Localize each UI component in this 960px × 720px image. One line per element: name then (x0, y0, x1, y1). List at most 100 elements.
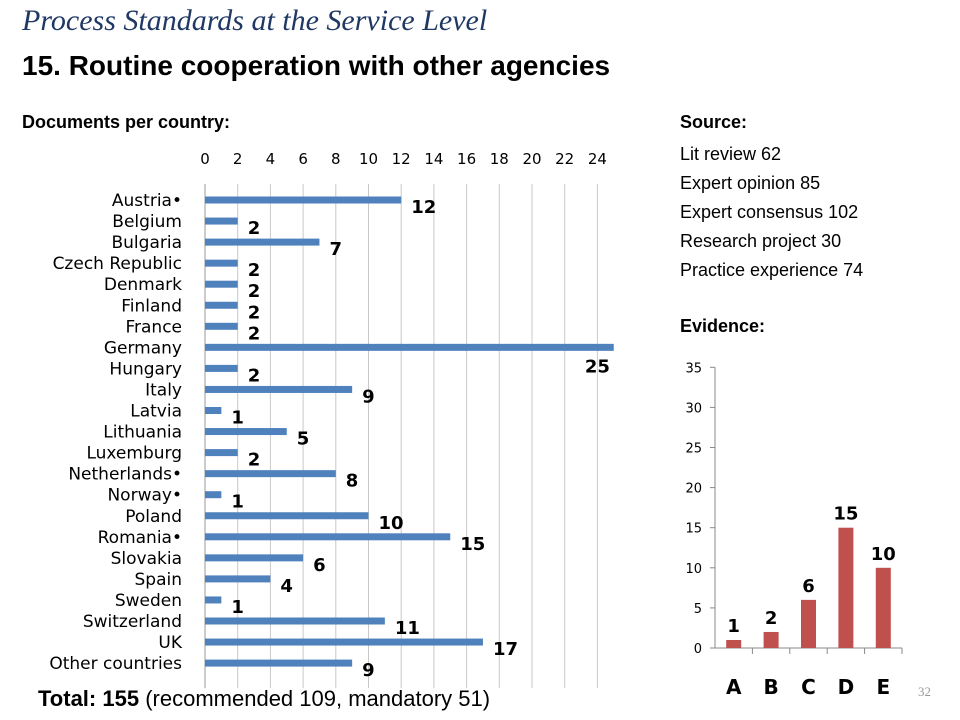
y-tick-label: 25 (685, 442, 702, 457)
source-item: Expert opinion 85 (680, 173, 821, 193)
bar (205, 659, 353, 667)
bar (205, 407, 222, 414)
bar (205, 428, 287, 436)
y-tick-label: 20 (685, 482, 702, 497)
bar (763, 631, 779, 648)
category-label: Austria• (112, 191, 182, 211)
data-label: 1 (727, 616, 740, 637)
source-label: Source: (680, 112, 748, 132)
data-label: 2 (248, 365, 261, 386)
documents-per-country-label: Documents per country: (22, 112, 231, 132)
data-label: 12 (411, 197, 436, 218)
bar (205, 470, 336, 478)
category-label: Finland (121, 296, 182, 316)
category-label: Bulgaria (112, 233, 183, 253)
source-list: Lit review 62 Expert opinion 85 Expert c… (680, 140, 863, 285)
bar (205, 322, 238, 330)
y-tick-label: 5 (694, 602, 702, 617)
x-tick-label: 20 (522, 150, 541, 168)
category-label: Latvia (130, 402, 182, 422)
bar (205, 280, 238, 288)
y-tick-label: 30 (685, 401, 702, 416)
x-tick-label: 14 (424, 150, 443, 168)
data-label: 17 (493, 639, 518, 660)
x-tick-label: 6 (298, 150, 308, 168)
data-label: 5 (297, 429, 310, 450)
bar (205, 533, 451, 541)
x-tick-label: 22 (555, 150, 574, 168)
bar (205, 575, 271, 583)
total-label: Total: (38, 686, 97, 711)
total-summary: Total: 155 (recommended 109, mandatory 5… (38, 686, 490, 712)
category-label: Italy (145, 380, 182, 400)
bar (205, 449, 238, 457)
data-label: 2 (248, 450, 261, 471)
source-item: Expert consensus 102 (680, 202, 859, 222)
category-label: Germany (104, 338, 182, 358)
data-label: 6 (313, 555, 326, 576)
category-label: Czech Republic (53, 254, 182, 274)
data-label: 1 (231, 408, 244, 429)
bar (205, 259, 238, 267)
category-label: Romania• (98, 528, 182, 548)
source-item: Lit review 62 (680, 144, 782, 164)
category-label: Denmark (104, 275, 182, 295)
data-label: 2 (248, 218, 261, 239)
category-label: D (838, 675, 855, 699)
bar (205, 491, 222, 499)
category-label: Hungary (109, 359, 182, 379)
data-label: 6 (802, 576, 815, 597)
x-tick-label: 18 (490, 150, 509, 168)
total-note: (recommended 109, mandatory 51) (145, 686, 491, 711)
bar (205, 343, 614, 351)
data-label: 10 (871, 544, 896, 565)
category-label: Sweden (115, 591, 182, 611)
data-label: 11 (395, 618, 420, 639)
data-label: 2 (248, 281, 261, 302)
x-tick-label: 10 (359, 150, 378, 168)
data-label: 2 (248, 260, 261, 281)
data-label: 7 (329, 239, 342, 260)
data-label: 1 (231, 597, 244, 618)
category-label: C (801, 675, 816, 699)
data-label: 2 (765, 608, 778, 629)
data-label: 10 (379, 513, 404, 534)
data-label: 8 (346, 471, 359, 492)
data-label: 15 (833, 504, 858, 525)
bar (205, 596, 222, 604)
data-label: 2 (248, 323, 261, 344)
data-label: 2 (248, 302, 261, 323)
category-label: Belgium (112, 212, 182, 232)
x-tick-label: 12 (392, 150, 411, 168)
data-label: 9 (362, 386, 375, 407)
category-label: A (726, 675, 742, 699)
bar (875, 567, 891, 648)
data-label: 25 (585, 356, 610, 377)
bar (205, 238, 320, 246)
y-tick-label: 10 (685, 562, 702, 577)
data-label: 1 (231, 492, 244, 513)
category-label: UK (158, 633, 182, 653)
category-label: Spain (135, 570, 183, 590)
bar (205, 385, 353, 393)
bar (205, 301, 238, 309)
category-label: Norway• (107, 486, 182, 506)
category-label: Luxemburg (86, 444, 182, 464)
evidence-label: Evidence: (680, 316, 766, 336)
category-label: Slovakia (111, 549, 182, 569)
x-tick-label: 16 (457, 150, 476, 168)
category-label: Other countries (49, 654, 182, 674)
data-label: 4 (280, 576, 293, 597)
bar (726, 639, 742, 648)
bar (205, 196, 402, 204)
x-tick-label: 2 (233, 150, 243, 168)
evidence-chart: 0 5 10 15 20 25 30 35 1 A 2 B 6 C 15 D 10 E (685, 361, 903, 699)
y-tick-label: 0 (694, 642, 702, 657)
category-label: Netherlands• (68, 465, 182, 485)
data-label: 15 (460, 534, 485, 555)
page-number: 32 (918, 684, 931, 699)
bar (801, 599, 816, 648)
category-label: Poland (125, 507, 182, 527)
slide-subtitle: Process Standards at the Service Level (22, 4, 488, 37)
